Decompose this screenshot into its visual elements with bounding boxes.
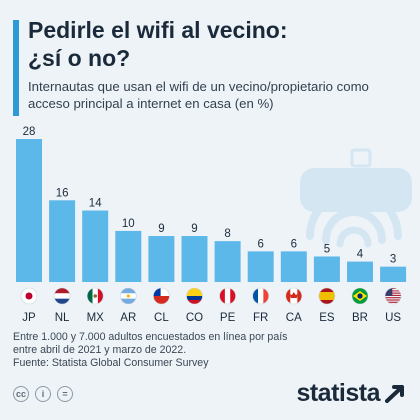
source-note: Fuente: Statista Global Consumer Survey — [13, 357, 209, 369]
category-label-pe: PE — [220, 312, 236, 323]
footnote-line-2: entre abril de 2021 y marzo de 2022. — [13, 344, 187, 356]
bar-cl — [148, 236, 175, 282]
flag-chile-icon — [153, 287, 170, 305]
bar-ar — [115, 230, 142, 282]
bar-co — [181, 236, 208, 282]
title-line-1: Pedirle el wifi al vecino: — [28, 17, 288, 43]
bar-value-cl: 9 — [158, 223, 164, 235]
bar-pe — [214, 241, 241, 282]
flag-argentina-icon — [120, 287, 137, 305]
bar-value-co: 9 — [191, 223, 197, 235]
category-label-mx: MX — [87, 312, 105, 323]
flag-colombia-icon — [186, 287, 203, 305]
bar-ca — [280, 251, 307, 282]
flag-spain-icon — [318, 287, 336, 305]
flag-netherlands-icon — [53, 287, 71, 305]
title-accent-bar — [13, 20, 19, 116]
bar-nl — [49, 200, 76, 282]
bar-fr — [247, 251, 274, 282]
footnote-line-1: Entre 1.000 y 7.000 adultos encuestados … — [13, 331, 288, 343]
info-icon[interactable]: i — [35, 386, 51, 402]
flag-japan-icon — [20, 287, 38, 305]
category-label-br: BR — [352, 312, 368, 323]
bar-value-mx: 14 — [89, 198, 102, 210]
category-label-jp: JP — [22, 312, 36, 323]
statista-logo[interactable]: statista — [296, 379, 406, 408]
bar-jp — [16, 139, 42, 282]
flag-peru-icon — [219, 287, 236, 305]
license-icons: cc i = — [13, 386, 73, 402]
flag-france-icon — [252, 287, 270, 305]
category-label-co: CO — [186, 312, 203, 323]
bar-chart: 28 16 14 10 9 9 8 6 6 5 4 3 JP NL MX AR CL CO PE FR CA ES BR U… — [16, 126, 412, 323]
category-label-cl: CL — [154, 312, 169, 323]
flag-mexico-icon — [86, 287, 104, 305]
bar-value-us: 3 — [390, 254, 396, 266]
flags-group — [20, 287, 402, 305]
category-label-ca: CA — [286, 312, 302, 323]
bar-value-br: 4 — [357, 249, 364, 261]
bar-us — [380, 266, 407, 282]
bar-value-fr: 6 — [257, 238, 263, 250]
bars-group: 28 16 14 10 9 9 8 6 6 5 4 3 — [16, 126, 407, 282]
bar-value-pe: 8 — [224, 228, 230, 240]
category-label-es: ES — [319, 312, 335, 323]
brand-name: statista — [296, 379, 380, 407]
bar-value-ca: 6 — [291, 238, 297, 250]
category-label-nl: NL — [55, 312, 70, 323]
bar-value-ar: 10 — [122, 218, 135, 230]
bar-mx — [82, 210, 109, 282]
bar-br — [347, 261, 373, 282]
bar-value-jp: 28 — [23, 126, 36, 138]
category-labels-group: JP NL MX AR CL CO PE FR CA ES BR US — [22, 312, 401, 323]
title-line-2: ¿sí o no? — [28, 45, 131, 71]
flag-usa-icon — [384, 287, 402, 305]
chart-title: Pedirle el wifi al vecino: ¿sí o no? — [28, 16, 408, 72]
router-icon — [300, 148, 412, 248]
flag-brazil-icon — [351, 287, 369, 305]
chart-subtitle: Internautas que usan el wifi de un vecin… — [28, 79, 369, 111]
category-label-ar: AR — [120, 312, 136, 323]
footnote: Entre 1.000 y 7.000 adultos encuestados … — [13, 331, 393, 370]
category-label-fr: FR — [253, 312, 268, 323]
bar-es — [313, 256, 340, 282]
category-label-us: US — [385, 312, 401, 323]
bar-value-nl: 16 — [56, 187, 69, 199]
logo-mark-icon — [385, 384, 404, 403]
equals-icon[interactable]: = — [57, 386, 73, 402]
flag-canada-icon — [285, 287, 303, 305]
bar-value-es: 5 — [324, 243, 330, 255]
creative-commons-icon[interactable]: cc — [13, 386, 29, 402]
